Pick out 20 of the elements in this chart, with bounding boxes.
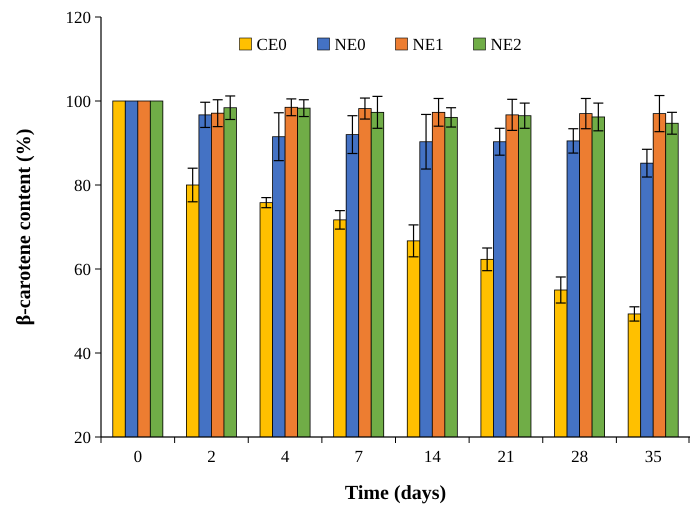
y-tick-label: 100: [66, 92, 91, 111]
x-tick-label: 35: [644, 447, 662, 466]
y-axis-title: β-carotene content (%): [13, 128, 35, 326]
legend-label: NE1: [412, 34, 444, 54]
y-tick-label: 40: [74, 344, 91, 363]
x-axis-title: Time (days): [344, 482, 446, 504]
legend-label: CE0: [256, 34, 287, 54]
x-tick-label: 14: [424, 447, 442, 466]
legend-label: NE2: [490, 34, 522, 54]
x-tick-label: 0: [134, 447, 142, 466]
x-tick-label: 7: [354, 447, 364, 466]
y-tick-label: 20: [74, 428, 91, 447]
y-tick-label: 60: [74, 260, 91, 279]
x-tick-label: 2: [207, 447, 216, 466]
y-tick-label: 80: [74, 176, 91, 195]
y-tick-label: 120: [66, 8, 91, 27]
legend-label: NE0: [334, 34, 366, 54]
x-tick-label: 21: [497, 447, 514, 466]
x-tick-label: 28: [571, 447, 588, 466]
x-tick-label: 4: [280, 447, 290, 466]
